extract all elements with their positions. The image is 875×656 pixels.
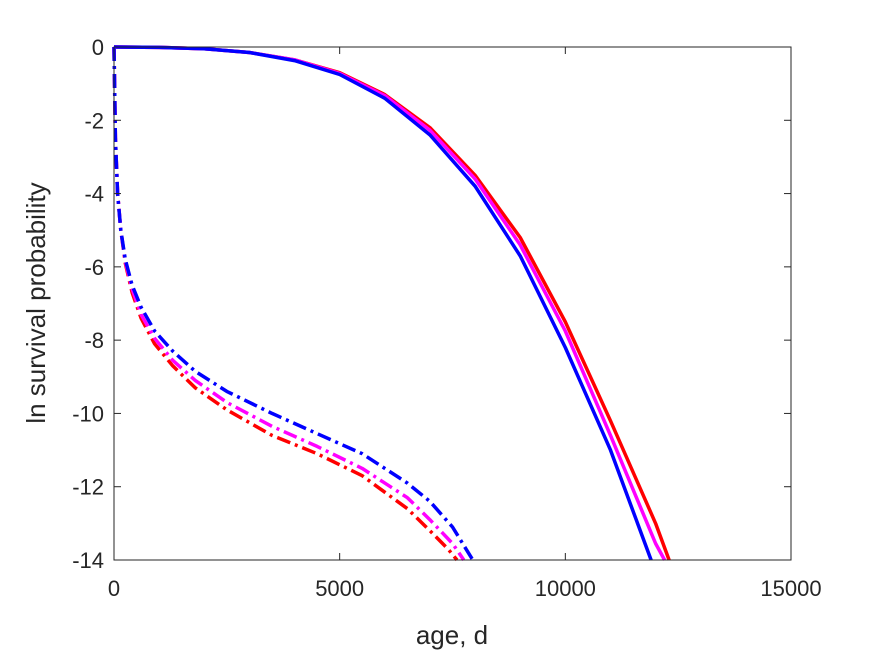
x-tick-label: 0: [108, 576, 120, 601]
series-line-5: [112, 46, 466, 561]
plot-area: [114, 47, 791, 560]
x-axis-label: age, d: [416, 620, 488, 650]
x-tick-label: 15000: [760, 576, 821, 601]
y-tick-label: -12: [72, 475, 104, 500]
y-tick-label: 0: [92, 35, 104, 60]
series-line-3: [113, 45, 653, 561]
series-line-6: [112, 46, 475, 561]
y-axis-label: ln survival probability: [21, 182, 51, 423]
x-tick-label: 5000: [315, 576, 364, 601]
series-layer: [112, 45, 671, 562]
series-line-4: [112, 46, 459, 562]
y-tick-label: -6: [84, 255, 104, 280]
x-tick-label: 10000: [535, 576, 596, 601]
y-tick-label: -10: [72, 401, 104, 426]
y-tick-label: -4: [84, 182, 104, 207]
y-tick-label: -8: [84, 328, 104, 353]
ticks-layer: 0 5000 10000 15000 0 -2 -4 -6 -8 -10 -12 -14: [72, 35, 821, 601]
y-tick-label: -2: [84, 108, 104, 133]
y-tick-label: -14: [72, 548, 104, 573]
plot-frame: [113, 46, 792, 561]
